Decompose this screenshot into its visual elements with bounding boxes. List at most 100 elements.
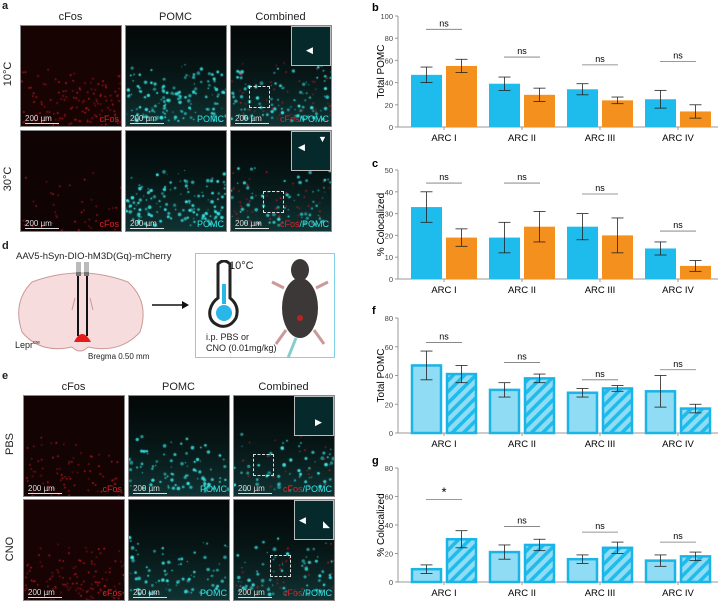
channel-label: POMC: [197, 114, 224, 124]
bar: [446, 65, 477, 127]
panel-label-a: a: [2, 0, 9, 12]
y-tick-label: 0: [389, 429, 393, 438]
y-tick-label: 40: [385, 79, 393, 88]
panel-label-g: g: [372, 455, 379, 467]
bar: [601, 387, 634, 435]
y-tick-label: 80: [385, 34, 393, 43]
significance-label: ns: [595, 54, 605, 64]
x-category-label: ARC IV: [662, 439, 694, 450]
x-category-label: ARC IV: [662, 133, 694, 144]
bar: [679, 555, 712, 584]
bar: [601, 546, 634, 584]
bar: [489, 83, 520, 127]
y-tick-label: 0: [389, 275, 393, 284]
inset-region-box: [270, 555, 291, 577]
scale-bar: 200 µm: [25, 114, 59, 124]
scale-bar: 200 µm: [235, 114, 269, 124]
channel-label: POMC: [197, 219, 224, 229]
x-category-label: ARC I: [431, 439, 456, 450]
scale-bar: 200 µm: [25, 219, 59, 229]
channel-label: cFos/POMC: [282, 484, 332, 494]
micrograph-pomc-cno: 200 µm POMC: [128, 499, 230, 601]
x-category-label: ARC I: [431, 588, 456, 599]
y-tick-label: 0: [389, 123, 393, 132]
y-tick-label: 10: [385, 253, 393, 262]
zoom-inset: ◀ ◣: [294, 500, 334, 540]
significance-label: ns: [673, 359, 683, 369]
channel-label: cFos: [102, 484, 122, 494]
column-header-pomc: POMC: [159, 11, 192, 23]
significance-label: ns: [439, 331, 449, 341]
mouse-line-label: Leprcre: [15, 340, 40, 350]
bar: [523, 377, 556, 435]
x-category-label: ARC IV: [662, 285, 694, 296]
bar: [411, 74, 442, 127]
arrowhead-icon: ◀: [306, 45, 313, 55]
x-category-label: ARC III: [585, 133, 616, 144]
micrograph-combined-10c: ◀ 200 µm cFos/POMC: [230, 25, 332, 127]
channel-label: cFos/POMC: [279, 114, 329, 124]
x-category-label: ARC I: [431, 133, 456, 144]
bar: [566, 391, 599, 435]
treatment-box: 10°C i.p. PBS or CNO (0.01mg/kg): [195, 253, 335, 358]
inset-region-box: [253, 454, 274, 476]
mouse-illustration: [271, 259, 329, 358]
micrograph-cfos-30c: 200 µm cFos: [20, 130, 122, 232]
y-tick-label: 0: [389, 578, 393, 587]
y-axis-label: Total POMC: [376, 45, 387, 99]
y-tick-label: 60: [385, 343, 393, 352]
scale-bar: 200 µm: [133, 588, 167, 598]
y-tick-label: 20: [385, 101, 393, 110]
arrowhead-icon: ◀: [298, 142, 305, 152]
x-category-label: ARC III: [585, 439, 616, 450]
channel-label: POMC: [200, 484, 227, 494]
significance-label: ns: [517, 352, 527, 362]
scale-bar: 200 µm: [133, 484, 167, 494]
significance-label: ns: [517, 172, 527, 182]
channel-label: cFos/POMC: [279, 219, 329, 229]
channel-label: POMC: [200, 588, 227, 598]
y-tick-label: 20: [385, 231, 393, 240]
injection-label-line2: CNO (0.01mg/kg): [206, 343, 277, 353]
bar: [680, 265, 711, 279]
channel-label: cFos/POMC: [282, 588, 332, 598]
scale-bar: 200 µm: [238, 484, 272, 494]
bregma-label: Bregma 0.50 mm: [88, 352, 150, 361]
significance-label: ns: [439, 172, 449, 182]
y-tick-label: 60: [385, 493, 393, 502]
significance-label: ns: [517, 46, 527, 56]
zoom-inset: ◀ ▼: [291, 131, 331, 171]
y-tick-label: 80: [385, 464, 393, 473]
micrograph-combined-30c: ◀ ▼ 200 µm cFos/POMC: [230, 130, 332, 232]
panel-label-f: f: [372, 305, 376, 317]
column-header-pomc: POMC: [162, 381, 195, 393]
significance-label: ns: [439, 18, 449, 28]
temperature-label: 10°C: [229, 260, 254, 272]
zoom-inset: ◀: [291, 26, 331, 66]
bar: [602, 100, 633, 127]
significance-label: ns: [595, 521, 605, 531]
scale-bar: 200 µm: [130, 219, 164, 229]
y-tick-label: 60: [385, 56, 393, 65]
brain-section-illustration: [18, 262, 189, 352]
scale-bar: 200 µm: [130, 114, 164, 124]
micrograph-pomc-pbs: 200 µm POMC: [128, 395, 230, 497]
scale-bar: 200 µm: [28, 484, 62, 494]
x-category-label: ARC II: [508, 133, 536, 144]
bar: [680, 111, 711, 127]
arrowhead-icon: ▶: [315, 417, 322, 427]
y-axis-label: % Colocalized: [376, 493, 387, 556]
significance-label: ns: [673, 51, 683, 61]
micrograph-cfos-pbs: 200 µm cFos: [23, 395, 125, 497]
inset-region-box: [263, 191, 284, 213]
y-tick-label: 40: [385, 188, 393, 197]
x-category-label: ARC II: [508, 439, 536, 450]
y-axis-label: % Colocalized: [376, 193, 387, 256]
y-tick-label: 80: [385, 314, 393, 323]
x-category-label: ARC II: [508, 285, 536, 296]
channel-label: cFos: [99, 114, 119, 124]
y-tick-label: 100: [380, 12, 393, 21]
y-tick-label: 20: [385, 400, 393, 409]
virus-label: AAV5-hSyn-DIO-hM3D(Gq)-mCherry: [16, 251, 172, 262]
